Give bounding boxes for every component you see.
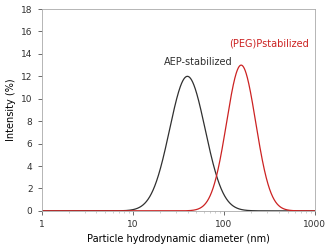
Y-axis label: Intensity (%): Intensity (%) <box>6 79 16 141</box>
X-axis label: Particle hydrodynamic diameter (nm): Particle hydrodynamic diameter (nm) <box>87 234 270 244</box>
Text: (PEG)Pstabilized: (PEG)Pstabilized <box>229 38 309 48</box>
Text: AEP-stabilized: AEP-stabilized <box>164 57 232 67</box>
